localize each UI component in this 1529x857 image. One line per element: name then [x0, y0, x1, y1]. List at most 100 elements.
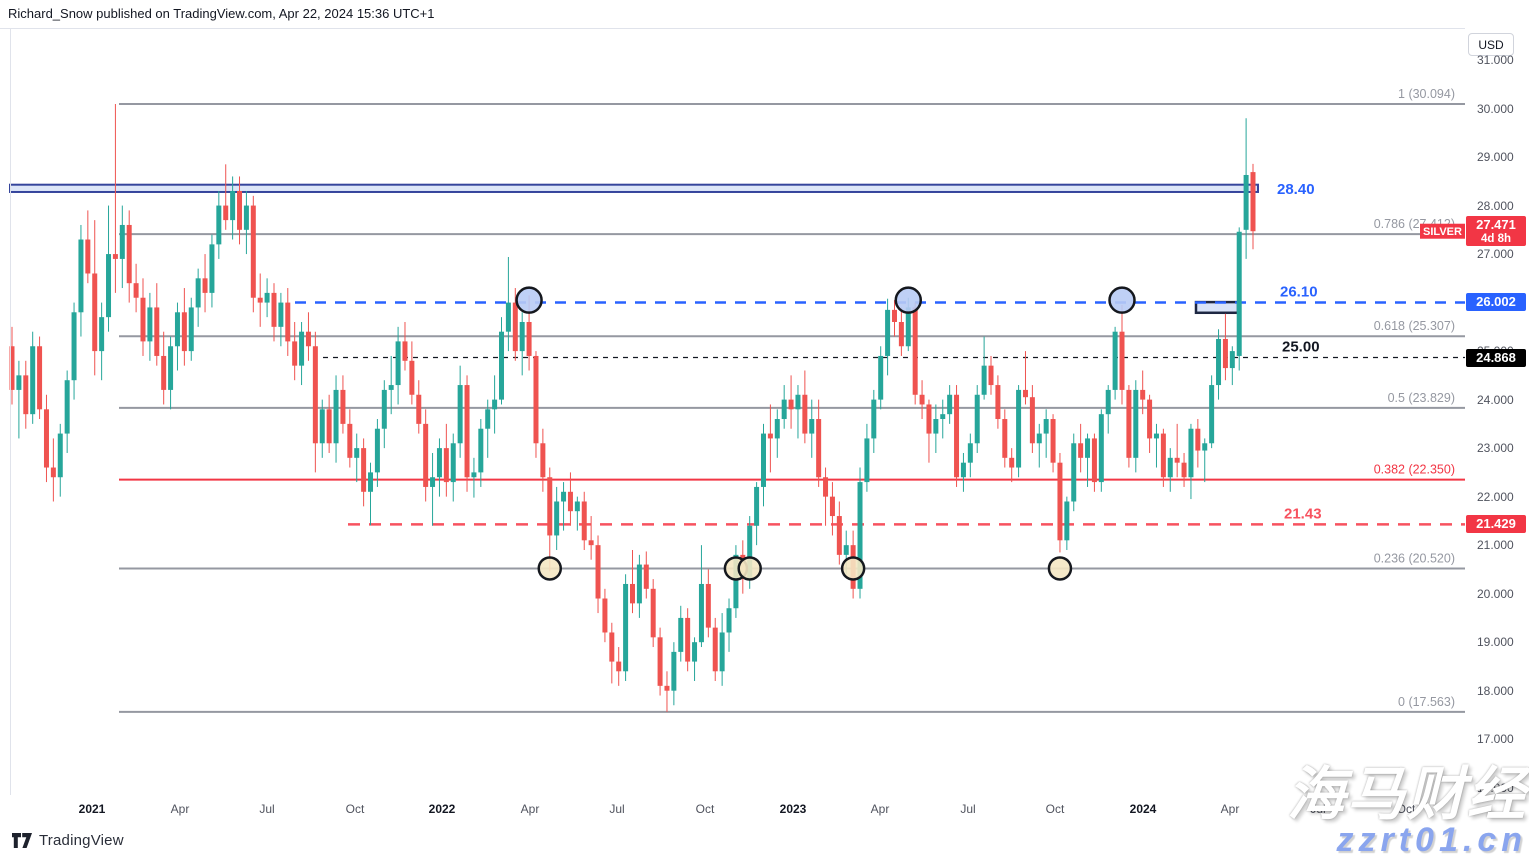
price-badge[interactable]: 26.002 [1466, 293, 1526, 312]
candle [92, 220, 98, 376]
tradingview-logo[interactable]: TradingView [12, 832, 124, 849]
candle [161, 331, 167, 405]
candle [326, 394, 332, 453]
candle [933, 404, 939, 453]
candle [154, 283, 160, 366]
price-axis[interactable]: USD 31.00030.00029.00028.00027.00026.000… [1465, 28, 1529, 795]
time-label-year: 2022 [428, 802, 456, 816]
candle [919, 380, 925, 420]
candle [1243, 118, 1249, 259]
candle [705, 569, 711, 638]
price-badge[interactable]: 24.868 [1466, 348, 1526, 367]
candle [567, 472, 573, 526]
candle [685, 608, 691, 672]
candle [450, 433, 456, 502]
candle [43, 394, 49, 483]
candle [285, 288, 291, 356]
candle [381, 380, 387, 449]
candle [623, 574, 629, 681]
candle [643, 551, 649, 599]
candle [754, 482, 760, 546]
candle [9, 326, 15, 405]
time-axis[interactable]: 2021 Apr Jul Oct 2022 Apr Jul Oct 2023 Apr Jul Oct 2… [0, 795, 1529, 823]
touch-marker-circle [737, 556, 762, 581]
candle [885, 298, 891, 376]
touch-marker-circle [537, 556, 563, 581]
candle [561, 482, 567, 531]
price-tick: 21.000 [1477, 538, 1514, 553]
fib-label: 0.618 (25.307) [1374, 319, 1455, 333]
candle [292, 321, 298, 381]
candle [1160, 428, 1166, 487]
candle [368, 462, 374, 526]
candle [1064, 496, 1070, 551]
time-label-year: 2024 [1129, 802, 1157, 816]
candle [960, 452, 966, 492]
candle [188, 297, 194, 361]
candle [1071, 433, 1077, 512]
fib-label: 0.236 (20.520) [1374, 551, 1455, 565]
time-label-year: 2023 [779, 802, 807, 816]
candle [719, 613, 725, 686]
candle [57, 423, 63, 497]
candle [809, 399, 815, 458]
currency-button[interactable]: USD [1468, 33, 1514, 56]
candle [1078, 423, 1084, 473]
line-label: 21.43 [1284, 505, 1322, 522]
candle [829, 482, 835, 536]
candle [499, 317, 505, 405]
price-tick: 19.000 [1477, 635, 1514, 650]
candle [630, 550, 635, 614]
touch-marker-circle [840, 556, 866, 581]
candle [981, 336, 987, 400]
candle [802, 370, 808, 444]
candle [988, 355, 994, 395]
plot-left-border [10, 28, 11, 795]
time-label-month: Jul [259, 802, 275, 816]
candle [1188, 423, 1194, 500]
candle [430, 452, 436, 526]
candle [554, 486, 560, 551]
candle [195, 268, 201, 327]
candle [271, 283, 277, 342]
candle [423, 409, 429, 502]
candle [1153, 423, 1159, 468]
price-tick: 27.000 [1477, 247, 1514, 262]
line-label: 26.10 [1280, 283, 1318, 300]
candle [1195, 419, 1201, 468]
price-badge[interactable]: 21.429 [1466, 515, 1526, 534]
candle [181, 288, 187, 366]
time-label-month: Oct [1045, 802, 1065, 816]
candle [974, 385, 980, 453]
candle [692, 637, 698, 681]
candle [1222, 313, 1228, 381]
time-label-month: Jul [960, 802, 976, 816]
candle [133, 263, 139, 313]
candle [1250, 163, 1256, 250]
candle [347, 409, 353, 468]
chart-plot[interactable]: 1 (30.094)0.786 (27.412)0.618 (25.307)0.… [0, 0, 1465, 795]
candle [119, 205, 125, 289]
candle [402, 321, 408, 371]
candle [1112, 326, 1118, 400]
candle [1181, 452, 1187, 487]
candle [485, 399, 491, 458]
price-tick: 31.000 [1477, 53, 1514, 68]
price-badge[interactable]: 27.471 4d 8h [1466, 216, 1526, 247]
candle [278, 292, 284, 347]
candle [954, 385, 960, 487]
candle [912, 302, 918, 405]
candle [223, 164, 229, 230]
tradingview-logo-icon [12, 832, 32, 848]
candle [767, 404, 773, 473]
candle [1119, 305, 1125, 405]
time-label-month: Apr [170, 802, 190, 816]
candle [1229, 346, 1235, 386]
candle [1216, 329, 1222, 400]
candle [871, 389, 877, 453]
candle [1140, 370, 1146, 415]
candle [374, 419, 380, 487]
candle [995, 375, 1001, 429]
candle [967, 433, 973, 478]
